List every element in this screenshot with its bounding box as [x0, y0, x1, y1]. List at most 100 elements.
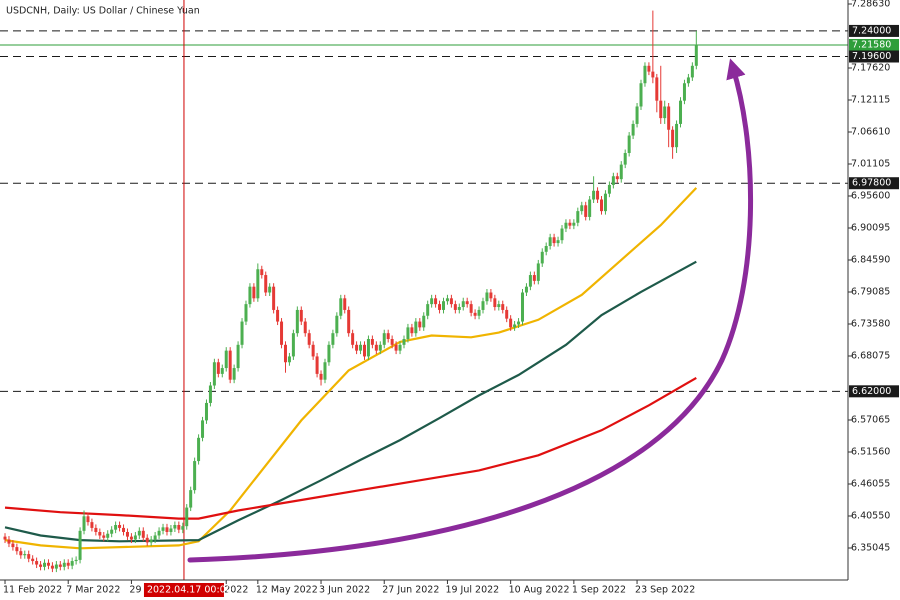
candle-body	[552, 237, 556, 244]
candle-body	[588, 199, 592, 217]
candle-body	[204, 402, 208, 421]
candle-body	[343, 298, 347, 310]
candle-body	[23, 554, 27, 556]
candle-body	[540, 251, 544, 264]
candle-body	[248, 286, 252, 305]
candle-body	[149, 539, 153, 543]
candle-body	[58, 564, 62, 567]
x-tick-label: 10 Aug 2022	[509, 585, 570, 596]
candle-body	[596, 190, 600, 200]
candle-body	[493, 298, 497, 308]
candle-body	[398, 344, 402, 351]
candle-body	[619, 164, 623, 180]
candle-body	[280, 321, 284, 345]
candle-body	[173, 525, 177, 529]
candle-body	[671, 129, 675, 148]
candle-body	[82, 516, 86, 531]
candle-body	[520, 292, 525, 322]
x-tick-label: 23 Sep 2022	[635, 585, 695, 596]
candle-body	[78, 530, 82, 560]
moving-average	[4, 376, 697, 520]
candle-body	[197, 437, 201, 462]
candle-body	[485, 292, 489, 302]
candle-body	[70, 561, 74, 566]
candle-body	[513, 324, 517, 328]
candle-body	[165, 527, 169, 532]
candle-body	[177, 525, 181, 530]
candle-body	[98, 531, 102, 536]
candle-body	[287, 356, 291, 363]
candle-body	[125, 531, 129, 537]
x-tick-label: 29	[129, 585, 141, 596]
candle-body	[11, 543, 15, 548]
x-tick-label: 12 May 2022	[256, 585, 318, 596]
candle-body	[295, 309, 299, 334]
candle-body	[66, 562, 70, 566]
candle-body	[27, 554, 31, 559]
candle-body	[694, 44, 698, 66]
candle-body	[244, 304, 248, 322]
candle-body	[307, 333, 311, 345]
level-label: 7.19600	[852, 51, 891, 62]
candle-body	[141, 530, 145, 538]
x-tick-label: 3 Jun 2022	[319, 585, 370, 596]
candle-body	[228, 350, 232, 380]
candle-body	[548, 237, 552, 246]
level-label-box	[849, 24, 899, 37]
x-tick-label: 19 Jul 2022	[445, 585, 499, 596]
x-tick-label: 1 Sep 2022	[572, 585, 626, 596]
candle-body	[509, 318, 513, 328]
y-tick-label: 7.01105	[851, 159, 890, 170]
candle-body	[386, 333, 390, 340]
candle-body	[46, 562, 50, 566]
candle-body	[572, 222, 576, 226]
candle-body	[473, 312, 477, 316]
candle-body	[481, 301, 485, 310]
candle-body	[422, 315, 426, 328]
candle-body	[607, 184, 611, 194]
candle-body	[382, 333, 386, 345]
candle-body	[94, 527, 98, 532]
candle-body	[441, 301, 445, 310]
level-label-box	[849, 177, 899, 190]
candle-body	[497, 304, 501, 308]
candle-body	[623, 152, 627, 165]
candle-body	[157, 530, 161, 536]
candle-body	[169, 528, 173, 532]
level-label: 7.24000	[852, 25, 891, 36]
candle-body	[489, 292, 493, 299]
candle-body	[323, 362, 327, 380]
candle-body	[544, 245, 548, 252]
candle-body	[74, 559, 78, 562]
candle-body	[236, 344, 240, 369]
vline-label-box	[143, 583, 224, 597]
candle-body	[133, 535, 137, 540]
candle-body	[62, 562, 66, 567]
candle-body	[603, 193, 607, 212]
candle-body	[351, 333, 355, 345]
candle-body	[584, 205, 588, 217]
candle-body	[224, 350, 228, 369]
candle-body	[35, 561, 39, 565]
candle-body	[631, 123, 635, 136]
y-tick-label: 6.84590	[851, 255, 890, 266]
moving-average	[4, 187, 698, 550]
candle-body	[54, 564, 58, 569]
candle-body	[686, 77, 690, 84]
candle-body	[335, 315, 339, 334]
candle-body	[524, 286, 528, 293]
candle-body	[232, 368, 236, 380]
level-label: 7.21580	[852, 39, 891, 50]
candle-body	[264, 275, 268, 293]
candle-body	[106, 533, 110, 538]
candle-body	[86, 516, 90, 523]
candle-body	[201, 420, 205, 438]
candle-body	[449, 298, 453, 305]
level-label-box	[849, 50, 899, 63]
candle-body	[430, 298, 434, 305]
candle-body	[445, 298, 449, 302]
candle-body	[434, 298, 438, 305]
candle-body	[370, 339, 374, 345]
candle-body	[347, 309, 351, 334]
candle-body	[556, 240, 560, 244]
